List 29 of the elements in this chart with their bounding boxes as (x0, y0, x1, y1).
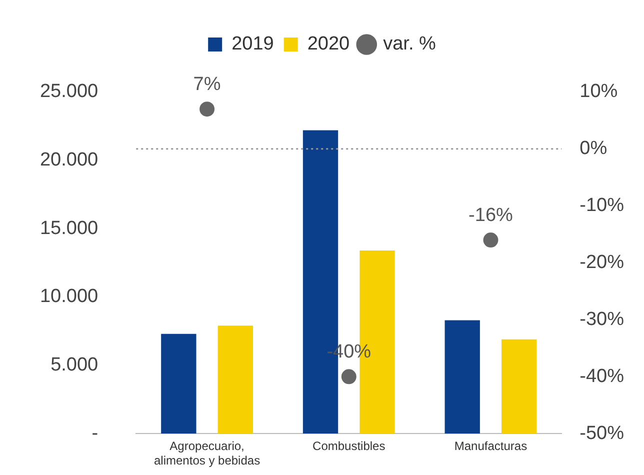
y2-tick-label: 0% (580, 138, 608, 160)
y-tick-label: 5.000 (50, 354, 98, 376)
y-tick-label: 15.000 (40, 218, 98, 239)
data-label: -40% (326, 341, 372, 362)
y2-tick-label: -40% (580, 366, 624, 387)
y2-tick-label: -10% (580, 195, 624, 216)
data-label: 7% (193, 74, 221, 95)
y2-tick-label: -20% (580, 252, 624, 274)
point (200, 102, 215, 117)
bar (444, 320, 480, 434)
point (341, 369, 356, 384)
x-tick-label: Manufacturas (454, 439, 528, 454)
point (483, 232, 498, 248)
y2-tick-label: -50% (580, 422, 624, 444)
x-tick-label: Combustibles (312, 439, 386, 454)
y-tick-label: 25.000 (40, 81, 98, 102)
y-tick-label: 20.000 (40, 150, 98, 171)
bar (502, 339, 537, 434)
data-label: -16% (468, 204, 514, 226)
legend-label: var. % (383, 34, 436, 55)
y2-tick-label: 10% (580, 81, 618, 102)
y-tick-label: - (92, 422, 98, 444)
bar (161, 334, 196, 434)
y-tick-label: 10.000 (40, 286, 98, 308)
legend-label: 2020 (307, 34, 350, 55)
y2-tick-label: -30% (580, 308, 624, 330)
x-tick-label: Agropecuario, alimentos y bebidas (154, 439, 260, 468)
bar (218, 326, 253, 434)
legend-label: 2019 (232, 34, 274, 55)
